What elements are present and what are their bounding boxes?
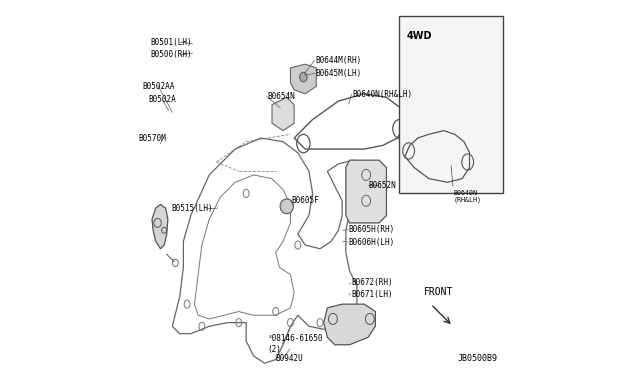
Text: B0605H(RH): B0605H(RH) [349,225,395,234]
Text: B0942U: B0942U [275,354,303,363]
Text: B0515(LH): B0515(LH) [172,204,213,214]
Polygon shape [291,64,316,94]
Text: B0640N
(RH&LH): B0640N (RH&LH) [453,190,481,203]
Text: B0502AA: B0502AA [142,82,175,91]
Text: B0606H(LH): B0606H(LH) [349,238,395,247]
Ellipse shape [300,72,307,82]
Text: B0671(LH): B0671(LH) [351,291,393,299]
Text: B0570M: B0570M [138,134,166,142]
Text: B0500(RH): B0500(RH) [150,51,192,60]
Text: B0652N: B0652N [369,181,397,190]
Bar [399,16,503,193]
Text: B0672(RH): B0672(RH) [351,278,393,287]
Text: B0645M(LH): B0645M(LH) [316,69,362,78]
Polygon shape [272,97,294,131]
Text: B0502A: B0502A [148,95,176,104]
Text: B0654N: B0654N [268,92,295,101]
Text: B0605F: B0605F [291,196,319,205]
Text: FRONT: FRONT [424,287,452,297]
Polygon shape [152,205,168,249]
Polygon shape [324,304,376,345]
Text: B0644M(RH): B0644M(RH) [316,56,362,65]
Ellipse shape [280,199,293,214]
Text: B0640N(RH&LH): B0640N(RH&LH) [353,90,413,99]
Polygon shape [346,160,387,223]
Text: 4WD: 4WD [407,31,432,41]
Text: B0501(LH): B0501(LH) [150,38,192,46]
Text: JB0500B9: JB0500B9 [457,354,497,363]
Text: ³08146-61650
(2): ³08146-61650 (2) [268,334,323,354]
